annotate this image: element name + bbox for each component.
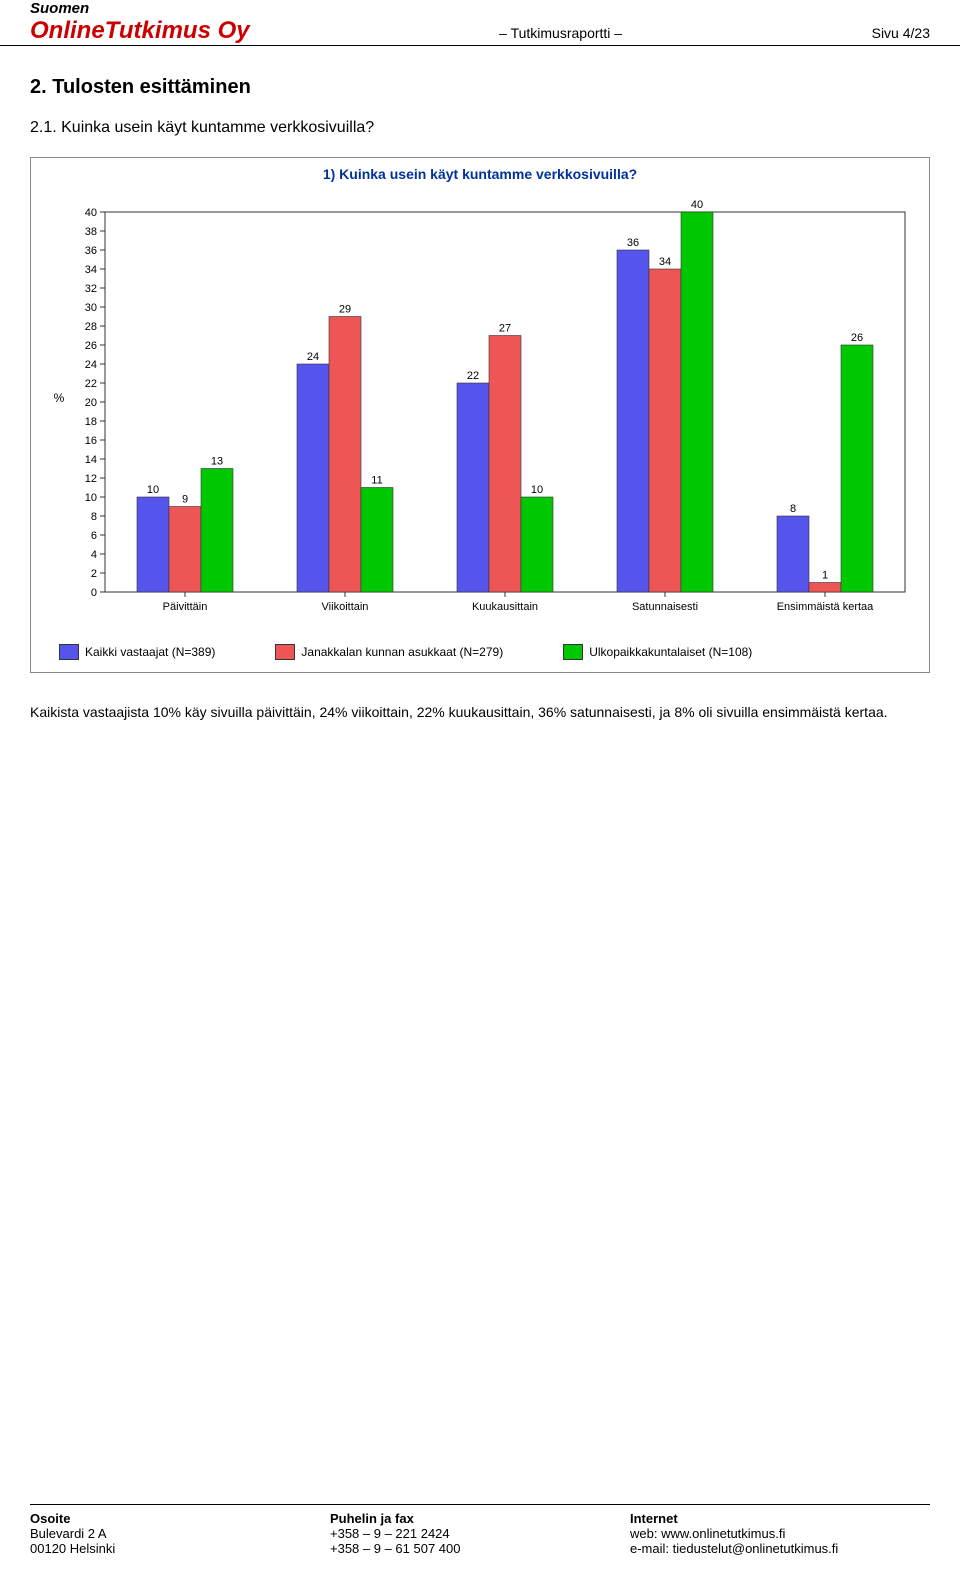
section-title: 2. Tulosten esittäminen [30,76,930,99]
page-number: Sivu 4/23 [872,25,930,41]
svg-text:Ensimmäistä kertaa: Ensimmäistä kertaa [777,601,874,613]
footer-phone-head: Puhelin ja fax [330,1511,630,1526]
svg-text:40: 40 [85,207,97,219]
footer-col-internet: Internet web: www.onlinetutkimus.fi e-ma… [630,1511,930,1556]
subsection-title: 2.1. Kuinka usein käyt kuntamme verkkosi… [30,119,930,137]
legend-label: Ulkopaikkakuntalaiset (N=108) [589,645,752,659]
legend-swatch [275,644,295,660]
company-name: OnlineTutkimus Oy [30,17,250,45]
svg-text:16: 16 [85,435,97,447]
svg-text:11: 11 [371,475,382,487]
footer-phone-l2: +358 – 9 – 61 507 400 [330,1541,630,1556]
footer-address-l2: 00120 Helsinki [30,1541,330,1556]
bar-chart: 0246810121416182022242628303234363840%10… [45,192,915,632]
legend-label: Janakkalan kunnan asukkaat (N=279) [301,645,503,659]
footer-address-head: Osoite [30,1511,330,1526]
svg-text:28: 28 [85,321,97,333]
svg-text:Päivittäin: Päivittäin [163,601,208,613]
svg-text:32: 32 [85,283,97,295]
page-footer: Osoite Bulevardi 2 A 00120 Helsinki Puhe… [30,1504,930,1556]
legend-swatch [563,644,583,660]
svg-text:4: 4 [91,549,97,561]
content: 2. Tulosten esittäminen 2.1. Kuinka usei… [0,46,960,743]
footer-col-phone: Puhelin ja fax +358 – 9 – 221 2424 +358 … [330,1511,630,1556]
chart-title: 1) Kuinka usein käyt kuntamme verkkosivu… [39,166,921,182]
svg-text:36: 36 [85,245,97,257]
svg-text:30: 30 [85,302,97,314]
svg-text:29: 29 [339,304,351,316]
svg-text:27: 27 [499,323,511,335]
footer-internet-l2: e-mail: tiedustelut@onlinetutkimus.fi [630,1541,930,1556]
svg-text:0: 0 [91,587,97,599]
chart-container: 1) Kuinka usein käyt kuntamme verkkosivu… [30,157,930,673]
svg-text:40: 40 [691,199,703,211]
svg-text:2: 2 [91,568,97,580]
legend-label: Kaikki vastaajat (N=389) [85,645,215,659]
body-text: Kaikista vastaajista 10% käy sivuilla pä… [30,703,930,723]
svg-text:1: 1 [822,570,828,582]
svg-text:18: 18 [85,416,97,428]
svg-text:26: 26 [851,332,863,344]
svg-text:22: 22 [85,378,97,390]
header-top-line: Suomen [30,0,930,17]
footer-phone-l1: +358 – 9 – 221 2424 [330,1526,630,1541]
svg-text:10: 10 [85,492,97,504]
svg-text:24: 24 [85,359,97,371]
svg-text:10: 10 [531,484,543,496]
svg-text:24: 24 [307,351,319,363]
svg-text:Satunnaisesti: Satunnaisesti [632,601,698,613]
footer-col-address: Osoite Bulevardi 2 A 00120 Helsinki [30,1511,330,1556]
svg-text:34: 34 [659,256,671,268]
chart-legend: Kaikki vastaajat (N=389) Janakkalan kunna… [39,632,921,664]
svg-text:9: 9 [182,494,188,506]
footer-internet-l1: web: www.onlinetutkimus.fi [630,1526,930,1541]
svg-text:%: % [54,391,65,405]
svg-text:8: 8 [790,503,796,515]
header-row: OnlineTutkimus Oy – Tutkimusraportti – S… [30,17,930,45]
page-header: Suomen OnlineTutkimus Oy – Tutkimusrapor… [0,0,960,46]
svg-text:12: 12 [85,473,97,485]
svg-text:14: 14 [85,454,97,466]
svg-text:26: 26 [85,340,97,352]
footer-address-l1: Bulevardi 2 A [30,1526,330,1541]
svg-text:6: 6 [91,530,97,542]
legend-item: Ulkopaikkakuntalaiset (N=108) [563,644,752,660]
svg-text:20: 20 [85,397,97,409]
svg-text:38: 38 [85,226,97,238]
svg-text:13: 13 [211,456,223,468]
svg-text:34: 34 [85,264,97,276]
legend-item: Janakkalan kunnan asukkaat (N=279) [275,644,503,660]
svg-text:10: 10 [147,484,159,496]
svg-text:36: 36 [627,237,639,249]
svg-text:Viikoittain: Viikoittain [322,601,369,613]
footer-internet-head: Internet [630,1511,930,1526]
svg-text:Kuukausittain: Kuukausittain [472,601,538,613]
legend-item: Kaikki vastaajat (N=389) [59,644,215,660]
svg-text:22: 22 [467,370,479,382]
legend-swatch [59,644,79,660]
svg-text:8: 8 [91,511,97,523]
header-center: – Tutkimusraportti – [499,25,622,41]
